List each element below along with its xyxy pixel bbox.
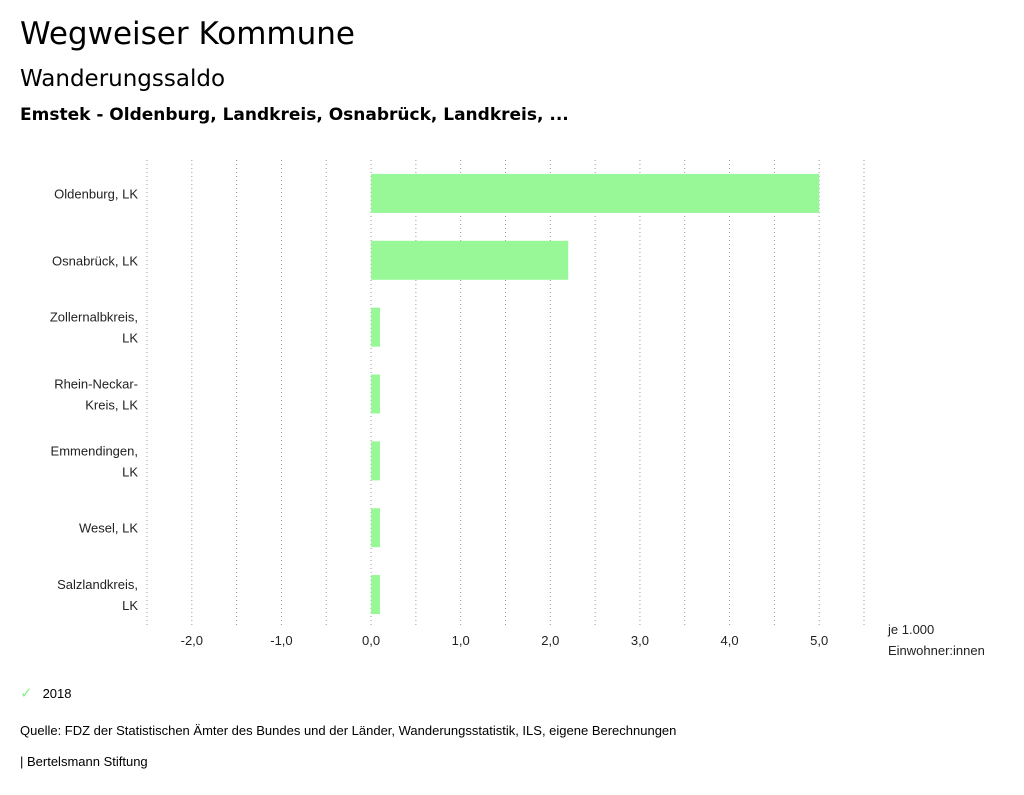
category-label: Salzlandkreis, <box>57 577 138 592</box>
bar[interactable] <box>371 374 381 414</box>
check-icon[interactable]: ✓ <box>20 685 33 702</box>
category-label: Wesel, LK <box>79 521 138 536</box>
category-label: Rhein-Neckar- <box>54 377 138 392</box>
legend-label: 2018 <box>42 685 72 701</box>
tick-label: -1,0 <box>270 633 292 648</box>
page-title: Wegweiser Kommune <box>20 16 355 52</box>
category-label: LK <box>122 598 138 613</box>
bar[interactable] <box>371 508 381 548</box>
legend[interactable]: ✓ 2018 <box>20 684 72 702</box>
bar[interactable] <box>371 575 381 615</box>
tick-label: -2,0 <box>181 633 203 648</box>
category-label: Emmendingen, <box>51 443 138 458</box>
region-selection[interactable]: Emstek - Oldenburg, Landkreis, Osnabrück… <box>20 105 569 125</box>
category-label: LK <box>122 331 138 346</box>
tick-label: 1,0 <box>452 633 470 648</box>
tick-label: 2,0 <box>541 633 559 648</box>
brand-credit: | Bertelsmann Stiftung <box>20 754 148 769</box>
axis-unit-label: je 1.000 <box>887 622 934 637</box>
tick-label: 5,0 <box>810 633 828 648</box>
category-label: Kreis, LK <box>85 398 138 413</box>
bar[interactable] <box>371 441 381 481</box>
bar-chart: Oldenburg, LK Osnabrück, LK Zollernalbkrei… <box>50 160 985 658</box>
category-label: Zollernalbkreis, <box>50 310 138 325</box>
source-note: Quelle: FDZ der Statistischen Ämter des … <box>20 723 677 738</box>
chart-subtitle: Wanderungssaldo <box>20 66 226 92</box>
bar[interactable] <box>371 307 381 347</box>
category-label: Oldenburg, LK <box>54 186 138 201</box>
bar[interactable] <box>371 173 820 213</box>
bar[interactable] <box>371 240 569 280</box>
tick-label: 0,0 <box>362 633 380 648</box>
tick-label: 4,0 <box>721 633 739 648</box>
tick-label: 3,0 <box>631 633 649 648</box>
axis-unit-label: Einwohner:innen <box>888 643 985 658</box>
category-label: LK <box>122 464 138 479</box>
category-label: Osnabrück, LK <box>52 253 138 268</box>
